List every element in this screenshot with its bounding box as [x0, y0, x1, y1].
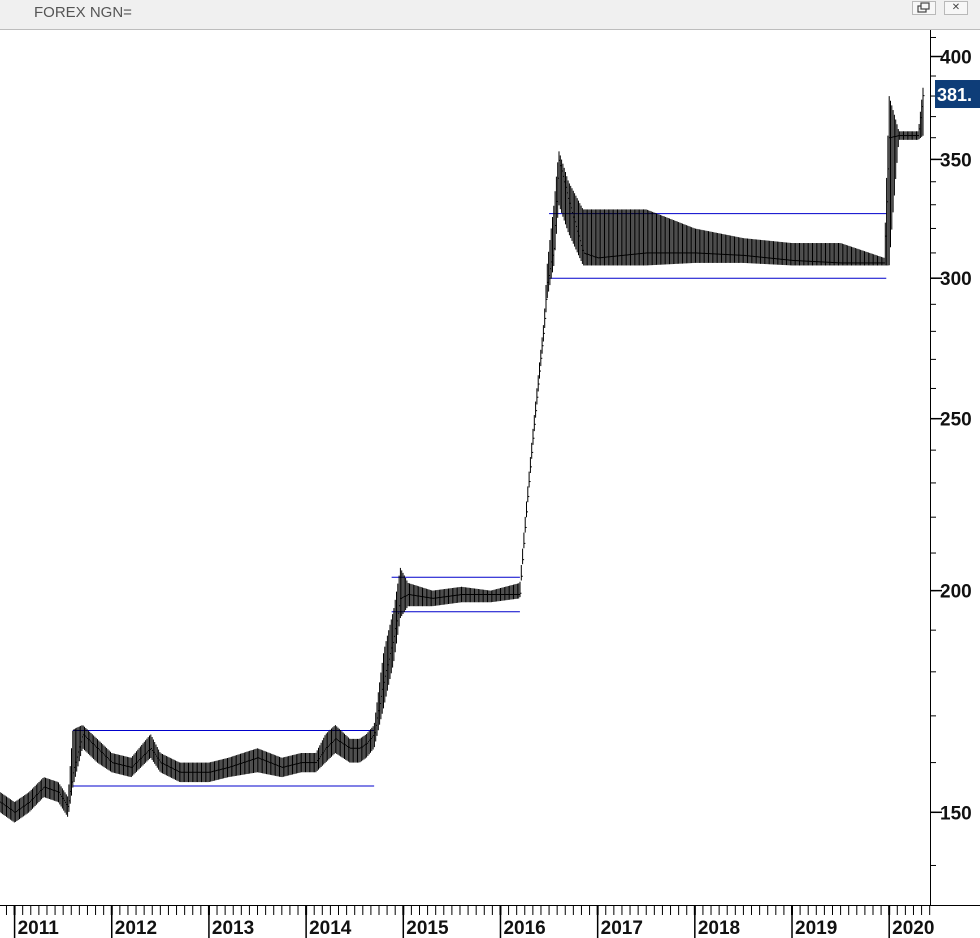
close-icon[interactable]: ✕: [944, 1, 968, 15]
axes: [0, 30, 980, 938]
y-tick-label: 400: [940, 48, 972, 69]
x-tick-label: 2016: [503, 918, 545, 938]
y-tick-label: 200: [940, 582, 972, 603]
price-bars: [0, 87, 925, 823]
last-value-marker: 381.: [935, 80, 980, 109]
x-tick-label: 2018: [698, 918, 740, 938]
x-tick-label: 2012: [115, 918, 157, 938]
x-tick-label: 2015: [406, 918, 449, 938]
x-tick-labels: 2011 2012 2013 2014 2015 2016 2017 2018 2019 2020: [18, 918, 935, 938]
window-titlebar: FOREX NGN= ✕: [0, 0, 980, 30]
x-tick-label: 2019: [795, 918, 837, 938]
channel-lines: [72, 213, 887, 787]
y-tick-label: 350: [940, 150, 972, 171]
last-value-box: [935, 80, 980, 109]
last-value-label: 381.: [937, 85, 972, 105]
y-tick-label: 150: [940, 803, 972, 824]
y-tick-labels: 150 200 250 300 350 400: [940, 48, 972, 825]
x-tick-label: 2011: [18, 918, 60, 938]
y-tick-label: 250: [940, 410, 972, 431]
y-tick-label: 300: [940, 269, 972, 290]
restore-window-icon-glyph: [917, 2, 930, 13]
restore-window-icon[interactable]: [912, 1, 936, 15]
x-tick-label: 2017: [601, 918, 643, 938]
window-title: FOREX NGN=: [34, 4, 132, 21]
x-tick-label: 2014: [309, 918, 352, 938]
x-tick-label: 2013: [212, 918, 254, 938]
x-tick-label: 2020: [892, 918, 934, 938]
